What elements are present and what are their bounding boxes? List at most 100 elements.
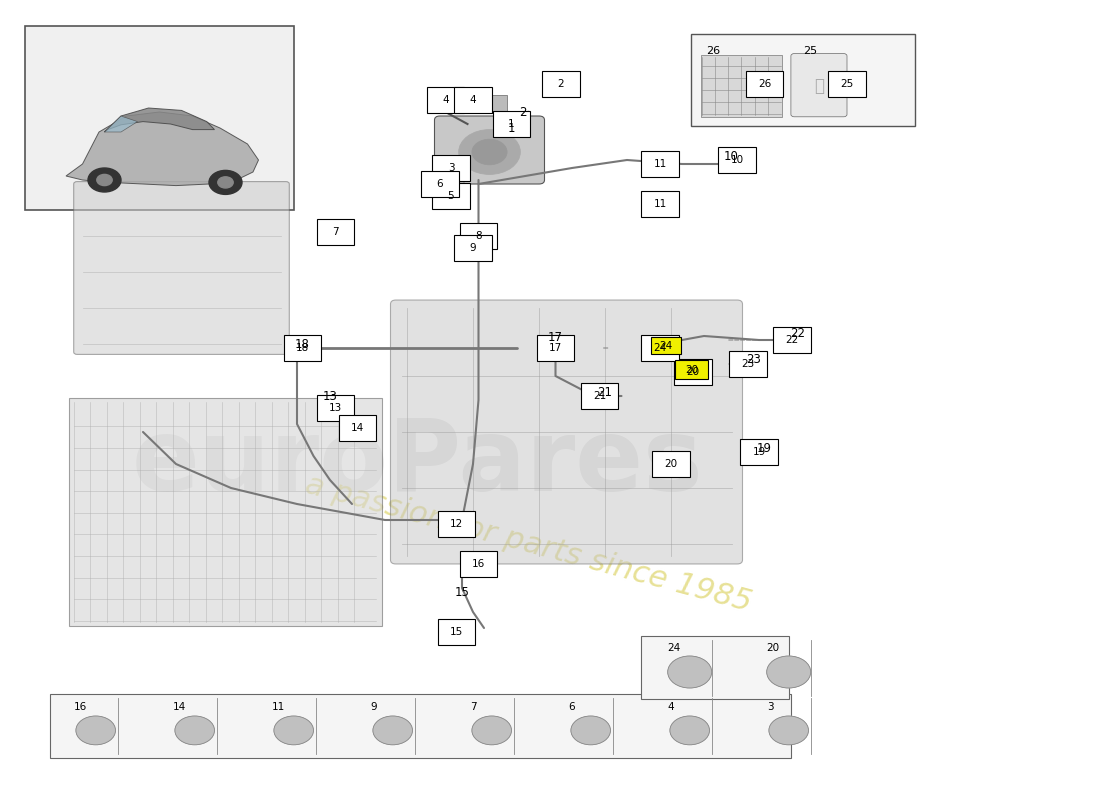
FancyBboxPatch shape	[641, 151, 679, 177]
Text: 9: 9	[371, 702, 377, 712]
FancyBboxPatch shape	[427, 87, 464, 113]
FancyBboxPatch shape	[581, 383, 618, 409]
Text: 20: 20	[767, 643, 780, 653]
FancyBboxPatch shape	[773, 327, 811, 353]
Circle shape	[769, 716, 808, 745]
Text: 23: 23	[746, 354, 761, 366]
Circle shape	[571, 716, 610, 745]
FancyBboxPatch shape	[460, 551, 497, 577]
Text: 13: 13	[329, 403, 342, 413]
Text: 6: 6	[437, 179, 443, 189]
Text: 26: 26	[706, 46, 721, 57]
Text: 20: 20	[664, 459, 678, 469]
Text: 25: 25	[803, 46, 817, 57]
Text: 20: 20	[685, 365, 698, 374]
Text: 19: 19	[752, 447, 766, 457]
Circle shape	[97, 174, 112, 186]
FancyBboxPatch shape	[537, 335, 574, 361]
FancyBboxPatch shape	[641, 335, 679, 361]
Text: 3: 3	[448, 163, 454, 173]
Text: 20: 20	[686, 367, 700, 377]
FancyBboxPatch shape	[675, 360, 708, 379]
Circle shape	[670, 716, 710, 745]
FancyBboxPatch shape	[317, 219, 354, 245]
FancyBboxPatch shape	[454, 87, 492, 113]
Text: 22: 22	[790, 327, 805, 340]
Polygon shape	[104, 108, 214, 132]
Text: 18: 18	[296, 343, 309, 353]
FancyBboxPatch shape	[493, 111, 530, 137]
Text: 24: 24	[668, 643, 681, 653]
FancyBboxPatch shape	[746, 71, 783, 97]
Text: 15: 15	[450, 627, 463, 637]
Circle shape	[88, 168, 121, 192]
FancyBboxPatch shape	[50, 694, 791, 758]
FancyBboxPatch shape	[791, 54, 847, 117]
FancyBboxPatch shape	[432, 155, 470, 181]
Text: 7: 7	[470, 702, 476, 712]
Text: 25: 25	[840, 79, 854, 89]
FancyBboxPatch shape	[421, 171, 459, 197]
Circle shape	[767, 656, 811, 688]
Text: 1: 1	[508, 119, 515, 129]
Text: 18: 18	[295, 338, 310, 350]
FancyBboxPatch shape	[284, 335, 321, 361]
FancyBboxPatch shape	[701, 55, 782, 117]
Text: 19: 19	[757, 442, 772, 454]
Polygon shape	[104, 116, 138, 132]
Text: 1: 1	[508, 122, 515, 134]
FancyBboxPatch shape	[674, 359, 712, 385]
Text: 16: 16	[472, 559, 485, 569]
FancyBboxPatch shape	[651, 337, 681, 354]
FancyBboxPatch shape	[69, 398, 382, 626]
Text: 14: 14	[173, 702, 186, 712]
Text: 23: 23	[741, 359, 755, 369]
Text: 10: 10	[730, 155, 744, 165]
Text: 11: 11	[272, 702, 285, 712]
FancyBboxPatch shape	[74, 182, 289, 354]
Text: 12: 12	[450, 519, 463, 529]
Text: 16: 16	[74, 702, 87, 712]
FancyBboxPatch shape	[438, 619, 475, 645]
Circle shape	[668, 656, 712, 688]
Text: 11: 11	[653, 159, 667, 169]
Text: 10: 10	[724, 150, 739, 162]
Text: 17: 17	[549, 343, 562, 353]
Text: 2: 2	[558, 79, 564, 89]
FancyBboxPatch shape	[438, 511, 475, 537]
Circle shape	[373, 716, 412, 745]
FancyBboxPatch shape	[339, 415, 376, 441]
Text: 24: 24	[659, 341, 672, 350]
FancyBboxPatch shape	[718, 147, 756, 173]
FancyBboxPatch shape	[434, 116, 544, 184]
Text: 14: 14	[351, 423, 364, 433]
Text: ⌾: ⌾	[814, 77, 825, 94]
Text: 6: 6	[569, 702, 575, 712]
FancyBboxPatch shape	[652, 451, 690, 477]
Text: 4: 4	[470, 95, 476, 105]
FancyBboxPatch shape	[317, 395, 354, 421]
FancyBboxPatch shape	[641, 191, 679, 217]
Circle shape	[468, 236, 490, 252]
FancyBboxPatch shape	[729, 351, 767, 377]
FancyBboxPatch shape	[542, 71, 580, 97]
Text: 21: 21	[593, 391, 606, 401]
Text: 5: 5	[448, 191, 454, 201]
Circle shape	[175, 716, 214, 745]
Circle shape	[76, 716, 116, 745]
Text: 22: 22	[785, 335, 799, 345]
FancyBboxPatch shape	[828, 71, 866, 97]
FancyBboxPatch shape	[691, 34, 915, 126]
Text: 9: 9	[470, 243, 476, 253]
Text: 2: 2	[519, 106, 526, 118]
Text: 21: 21	[597, 386, 613, 398]
Circle shape	[438, 174, 464, 194]
Circle shape	[472, 716, 512, 745]
Text: euroPares: euroPares	[132, 415, 704, 513]
Text: 13: 13	[322, 390, 338, 402]
Text: 15: 15	[454, 586, 470, 598]
FancyBboxPatch shape	[460, 223, 497, 249]
FancyBboxPatch shape	[641, 636, 789, 699]
Circle shape	[274, 716, 313, 745]
Circle shape	[218, 177, 233, 188]
